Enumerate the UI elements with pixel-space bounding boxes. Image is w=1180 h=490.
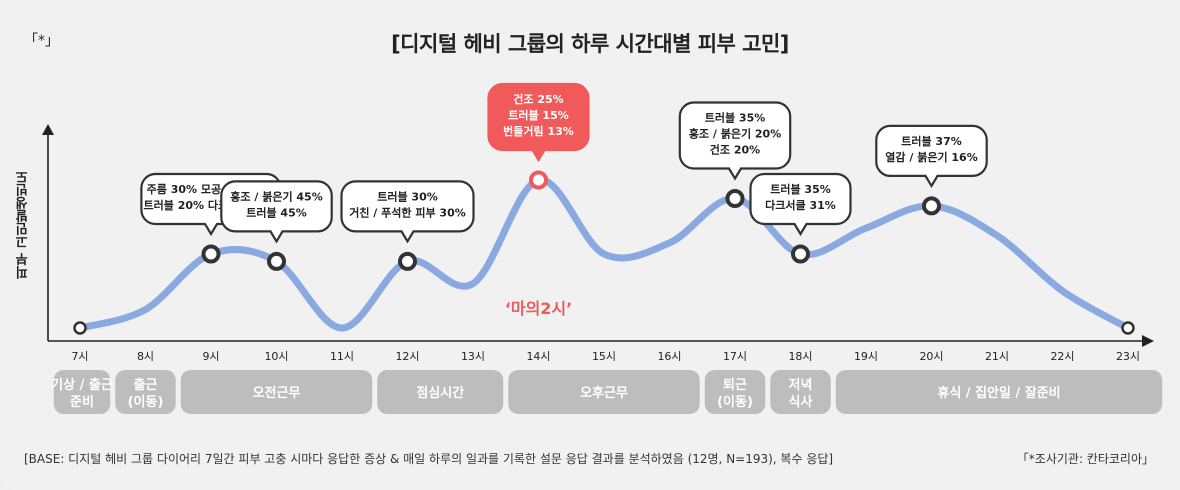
callout-text: ‘마의2시’ [505,299,572,318]
footer-source-note: 「*조사기관: 칸타코리아」 [1016,452,1154,466]
activity-label: 저녁 식사 [789,377,813,410]
x-tick-label: 9시 [202,350,219,363]
activity-label: 퇴근 (이동) [717,377,753,410]
activity-label: 기상 / 출근 준비 [51,377,113,410]
x-tick-label: 20시 [919,350,943,363]
annotation-text: 트러블 35% 다크서클 31% [765,182,836,212]
x-tick-label: 21시 [985,350,1009,363]
x-axis-arrow [1142,335,1154,347]
activity-bar [115,370,176,414]
activity-bar [704,370,766,414]
data-point-marker [267,251,286,271]
data-point-marker [201,244,221,264]
x-tick-label: 8시 [137,350,154,363]
x-tick-label: 13시 [461,350,485,363]
annotation-text: 홍조 / 붉은기 45% 트러블 45% [230,189,322,219]
data-point-marker [398,251,417,271]
x-tick-label: 19시 [854,350,878,363]
series-line [76,176,1132,332]
annotation-text: 트러블 30% 거친 / 푸석한 피부 30% [349,189,466,219]
activity-bar [377,370,504,414]
x-tick-label: 18시 [788,350,812,363]
activity-label: 출근 (이동) [128,377,164,410]
footer-base-note: [BASE: 디지털 헤비 그룹 다이어리 7일간 피부 고충 시마다 응답한 … [24,452,834,466]
y-axis-arrow [42,124,54,135]
x-tick-label: 17시 [723,350,747,363]
activity-bar [770,370,831,414]
annotation-bubble [678,101,792,181]
annotation-text: 트러블 37% 열감 / 붉은기 16% [885,134,977,164]
annotation-text: 트러블 35% 홍조 / 붉은기 20% 건조 20% [689,111,781,157]
data-point-marker [529,170,548,190]
x-tick-label: 7시 [71,350,88,363]
x-tick-label: 10시 [264,350,288,363]
activity-label: 점심시간 [416,385,464,401]
endpoint-marker [73,321,87,335]
activity-label: 오전근무 [253,385,301,401]
activity-bar [508,370,700,414]
annotation-text: 건조 25% 트러블 15% 번들거림 13% [503,92,574,138]
activity-label: 오후근무 [580,385,628,401]
x-tick-label: 15시 [592,350,616,363]
x-tick-label: 12시 [395,350,419,363]
x-tick-label: 22시 [1050,350,1074,363]
data-point-marker [791,244,810,264]
x-tick-label: 14시 [526,350,550,363]
activity-bar [835,370,1163,414]
annotation-bubble [487,82,590,163]
activity-bar [180,370,373,414]
activity-bar [53,370,111,414]
x-tick-label: 23시 [1116,350,1140,363]
corner-mark: 「*」 [24,33,59,49]
annotation-bubble [749,172,852,237]
chart-title: [디지털 헤비 그룹의 하루 시간대별 피부 고민] [391,32,789,56]
x-tick-label: 11시 [330,350,354,363]
data-point-marker [725,189,745,208]
x-tick-label: 16시 [657,350,681,363]
annotation-bubble [340,180,475,244]
data-point-marker [922,196,941,216]
activity-label: 휴식 / 집안일 / 잘준비 [937,385,1060,401]
annotation-bubble [220,180,333,244]
endpoint-marker [1121,321,1135,335]
annotation-bubble [875,124,988,189]
